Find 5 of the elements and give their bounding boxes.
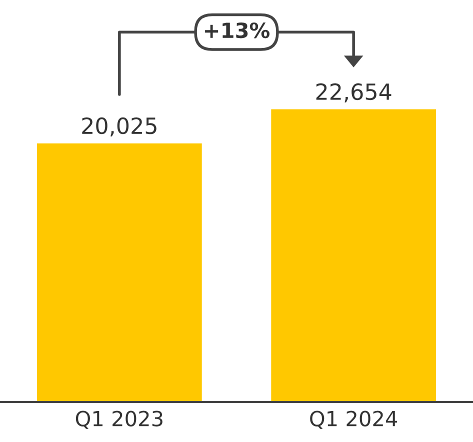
- text: +13%: [205, 22, 270, 38]
- data-label: 20,025: [82, 117, 156, 136]
- data-label: 22,654: [316, 83, 392, 102]
- x-tick-label: Q1 2024: [310, 410, 398, 429]
- x-tick-label: Q1 2023: [76, 410, 162, 429]
